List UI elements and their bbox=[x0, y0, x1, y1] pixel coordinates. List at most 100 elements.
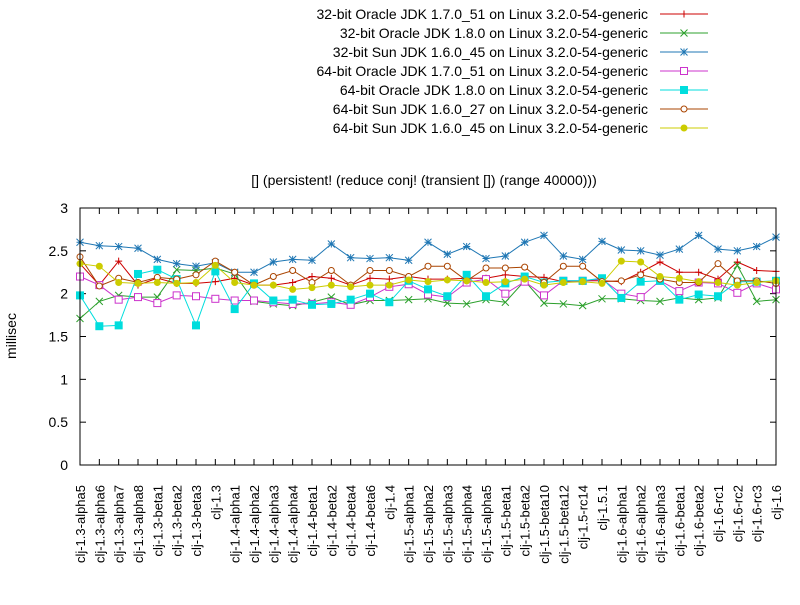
data-point bbox=[501, 289, 510, 298]
data-point bbox=[636, 293, 645, 302]
x-tick-label: clj-1.6-alpha1 bbox=[614, 485, 629, 563]
data-point bbox=[501, 278, 509, 286]
y-tick-label: 3 bbox=[60, 200, 68, 216]
data-point bbox=[211, 294, 220, 303]
data-point bbox=[694, 290, 703, 299]
x-tick-label: clj-1.4-alpha4 bbox=[286, 485, 301, 563]
data-point bbox=[153, 255, 162, 264]
x-axis: clj-1.3-alpha5 clj-1.3-alpha6 clj-1.3-alph… bbox=[73, 208, 784, 564]
data-point bbox=[327, 281, 335, 289]
data-point bbox=[482, 254, 490, 263]
data-point bbox=[753, 267, 761, 275]
data-point bbox=[289, 279, 297, 287]
x-tick-label: clj-1.5-alpha1 bbox=[402, 485, 417, 563]
data-point bbox=[114, 242, 123, 251]
legend-entry: 32-bit Oracle JDK 1.7.0_51 on Linux 3.2.… bbox=[316, 6, 708, 22]
data-point bbox=[733, 288, 742, 297]
data-point bbox=[308, 300, 316, 309]
data-point bbox=[675, 295, 684, 304]
data-point bbox=[637, 258, 645, 266]
x-tick-label: clj-1.3-beta1 bbox=[150, 485, 165, 557]
data-point bbox=[192, 271, 200, 279]
data-point bbox=[95, 297, 104, 306]
data-point bbox=[134, 269, 142, 278]
data-point bbox=[463, 277, 471, 285]
y-tick-label: 1 bbox=[60, 371, 68, 387]
data-point bbox=[250, 296, 258, 305]
data-point bbox=[656, 251, 664, 259]
data-point bbox=[192, 262, 200, 271]
x-tick-label: clj-1.3-alpha7 bbox=[112, 485, 127, 563]
data-point bbox=[617, 257, 625, 265]
data-point bbox=[347, 283, 355, 291]
data-point bbox=[559, 279, 567, 287]
legend-marker bbox=[680, 124, 688, 132]
data-point bbox=[540, 281, 548, 289]
x-tick-label: clj-1.3-alpha8 bbox=[131, 485, 146, 563]
data-point bbox=[115, 257, 123, 265]
data-point bbox=[424, 262, 432, 270]
x-tick-label: clj-1.3 bbox=[208, 485, 223, 520]
data-point bbox=[443, 292, 452, 301]
x-tick-label: clj-1.3-beta3 bbox=[189, 485, 204, 557]
data-point bbox=[269, 258, 278, 266]
x-tick-label: clj-1.6-alpha2 bbox=[634, 485, 649, 563]
x-tick-label: clj-1.3-alpha5 bbox=[73, 485, 88, 563]
data-point bbox=[346, 295, 355, 304]
legend-entry: 64-bit Sun JDK 1.6.0_45 on Linux 3.2.0-5… bbox=[333, 120, 708, 136]
x-tick-label: clj-1.5-alpha2 bbox=[421, 485, 436, 563]
y-axis-label: millisec bbox=[3, 313, 19, 359]
data-point bbox=[521, 275, 529, 283]
data-point bbox=[559, 300, 568, 308]
data-point bbox=[714, 279, 722, 287]
data-point bbox=[579, 278, 587, 286]
series-7 bbox=[76, 257, 780, 293]
data-point bbox=[675, 268, 683, 276]
data-point bbox=[269, 281, 277, 289]
data-point bbox=[733, 246, 742, 255]
data-point bbox=[192, 279, 200, 287]
data-point bbox=[694, 231, 703, 240]
data-point bbox=[752, 297, 761, 306]
data-point bbox=[501, 252, 510, 260]
legend-marker bbox=[680, 105, 688, 113]
legend: 32-bit Oracle JDK 1.7.0_51 on Linux 3.2.… bbox=[316, 6, 708, 136]
data-point bbox=[540, 231, 548, 240]
data-point bbox=[366, 254, 374, 263]
data-point bbox=[172, 291, 181, 300]
data-point bbox=[636, 246, 645, 255]
data-point bbox=[385, 281, 393, 289]
data-point bbox=[366, 289, 374, 298]
data-point bbox=[462, 242, 471, 251]
data-point bbox=[521, 263, 529, 271]
data-point bbox=[327, 267, 335, 275]
data-point bbox=[308, 273, 316, 281]
data-point bbox=[714, 260, 722, 268]
data-point bbox=[752, 242, 761, 251]
data-point bbox=[675, 245, 684, 253]
data-point bbox=[192, 321, 200, 330]
data-point bbox=[288, 255, 297, 264]
data-point bbox=[366, 267, 374, 275]
data-point bbox=[462, 270, 471, 279]
data-point bbox=[231, 268, 239, 276]
data-point bbox=[733, 258, 741, 266]
data-point bbox=[288, 295, 297, 304]
data-point bbox=[327, 299, 336, 308]
data-point bbox=[617, 246, 626, 254]
data-point bbox=[482, 264, 490, 272]
y-tick-label: 2 bbox=[60, 286, 68, 302]
data-point bbox=[443, 250, 452, 259]
x-tick-label: clj-1.5-beta10 bbox=[537, 485, 552, 564]
data-point bbox=[559, 252, 568, 260]
x-tick-label: clj-1.6 bbox=[769, 485, 784, 520]
x-tick-label: clj-1.4-beta1 bbox=[305, 485, 320, 557]
data-point bbox=[598, 279, 606, 287]
legend-label: 64-bit Sun JDK 1.6.0_45 on Linux 3.2.0-5… bbox=[333, 120, 648, 136]
data-point bbox=[385, 298, 394, 307]
x-tick-label: clj-1.5-rc14 bbox=[576, 485, 591, 549]
data-point bbox=[308, 284, 316, 292]
x-tick-label: clj-1.3-beta2 bbox=[170, 485, 185, 557]
data-point bbox=[656, 297, 664, 306]
data-point bbox=[269, 296, 278, 305]
